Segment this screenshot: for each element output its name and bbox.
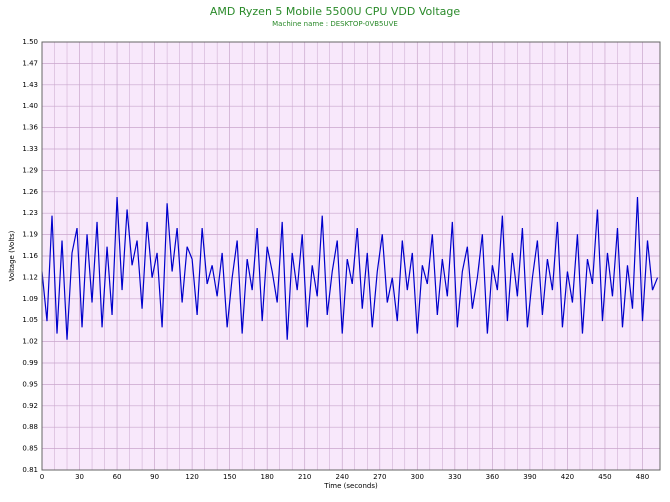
y-tick-label: 1.29: [22, 166, 38, 174]
chart-title: AMD Ryzen 5 Mobile 5500U CPU VDD Voltage: [210, 5, 460, 18]
y-tick-label: 1.23: [22, 209, 38, 217]
y-tick-label: 0.88: [22, 423, 38, 431]
x-tick-label: 120: [185, 473, 198, 481]
y-tick-label: 1.36: [22, 124, 38, 132]
y-tick-label: 0.95: [22, 380, 38, 388]
x-tick-label: 270: [373, 473, 386, 481]
voltage-line: [41, 197, 659, 340]
y-tick-label: 1.33: [22, 145, 38, 153]
y-tick-label: 1.16: [22, 252, 38, 260]
y-tick-label: 1.05: [22, 316, 38, 324]
x-tick-label: 420: [561, 473, 574, 481]
x-tick-label: 480: [636, 473, 649, 481]
x-tick-label: 30: [75, 473, 84, 481]
y-tick-label: 0.92: [22, 402, 38, 410]
y-tick-label: 1.02: [22, 338, 38, 346]
chart-subtitle: Machine name : DESKTOP-0VB5UVE: [272, 20, 398, 28]
x-tick-label: 300: [411, 473, 424, 481]
y-tick-label: 1.43: [22, 81, 38, 89]
x-tick-label: 210: [298, 473, 311, 481]
x-tick-label: 0: [40, 473, 44, 481]
plot-border: [41, 41, 661, 471]
y-tick-label: 1.19: [22, 231, 38, 239]
y-tick-label: 1.09: [22, 295, 38, 303]
y-tick-label: 1.26: [22, 188, 38, 196]
x-tick-label: 150: [223, 473, 236, 481]
y-tick-label: 1.47: [22, 59, 38, 67]
x-tick-label: 330: [448, 473, 461, 481]
x-tick-label: 360: [486, 473, 499, 481]
y-tick-label: 0.85: [22, 445, 38, 453]
y-tick-label: 1.12: [22, 273, 38, 281]
y-tick-label: 0.81: [22, 466, 38, 474]
y-axis-label: Voltage (Volts): [8, 230, 16, 281]
x-axis-label: Time (seconds): [323, 482, 378, 490]
x-tick-label: 240: [336, 473, 349, 481]
y-tick-label: 0.99: [22, 359, 38, 367]
x-tick-label: 180: [260, 473, 273, 481]
y-tick-label: 1.40: [22, 102, 38, 110]
x-tick-label: 90: [150, 473, 159, 481]
x-tick-label: 390: [523, 473, 536, 481]
x-tick-label: 60: [113, 473, 122, 481]
x-tick-label: 450: [598, 473, 611, 481]
y-tick-label: 1.50: [22, 38, 38, 46]
